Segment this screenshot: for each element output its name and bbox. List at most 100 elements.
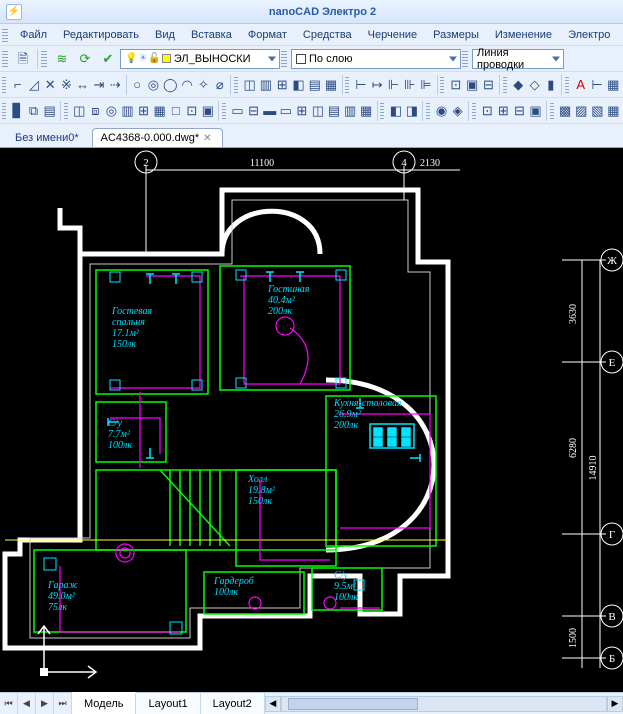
toolbar-grip[interactable] <box>426 103 430 119</box>
toolbar-grip[interactable] <box>550 103 554 119</box>
copy-button[interactable]: ▥ <box>258 74 273 96</box>
scrollbar-track[interactable] <box>281 696 607 712</box>
close-icon[interactable]: ✕ <box>203 133 211 144</box>
toolbar-grip[interactable] <box>64 103 68 119</box>
block-insert-button[interactable]: ◆ <box>511 74 526 96</box>
array-button[interactable]: ▦ <box>323 74 338 96</box>
electro-mark-button[interactable]: ▥ <box>343 100 358 122</box>
menu-view[interactable]: Вид <box>147 27 183 43</box>
toolbar-grip[interactable] <box>222 103 226 119</box>
toolbar-grip[interactable] <box>440 77 444 93</box>
electro-scheme-button[interactable]: ⊟ <box>246 100 261 122</box>
scroll-left-button[interactable]: ◀ <box>265 696 281 712</box>
dim-aligned-button[interactable]: ↦ <box>370 74 385 96</box>
dim-style-button[interactable]: ⊢ <box>589 74 604 96</box>
snap-endpoint-button[interactable]: ⌐ <box>10 74 25 96</box>
dim-diameter-button[interactable]: ⊪ <box>402 74 417 96</box>
snap-quadrant-button[interactable]: ↔ <box>75 74 90 96</box>
move-button[interactable]: ◫ <box>242 74 257 96</box>
menu-file[interactable]: Файл <box>12 27 55 43</box>
electro-tool2-button[interactable]: ⊞ <box>496 100 511 122</box>
electro-calc1-button[interactable]: ◉ <box>434 100 449 122</box>
electro-socket-button[interactable]: ◫ <box>72 100 87 122</box>
toolbar-grip[interactable] <box>565 77 569 93</box>
tab-nav-first-button[interactable]: ⏮ <box>0 693 18 714</box>
toolbar-grip[interactable] <box>234 77 238 93</box>
snap-apparent-button[interactable]: ✧ <box>196 74 211 96</box>
electro-route-button[interactable]: ▦ <box>152 100 167 122</box>
electro-db-button[interactable]: ⊞ <box>294 100 309 122</box>
snap-intersection-button[interactable]: ⇥ <box>91 74 106 96</box>
layer-save-button[interactable]: ✔ <box>97 48 119 70</box>
dim-angular-button[interactable]: ⊫ <box>418 74 433 96</box>
tab-nav-prev-button[interactable]: ◀ <box>18 693 36 714</box>
linetype-combo[interactable]: Линия проводки <box>472 49 564 69</box>
tab-nav-next-button[interactable]: ▶ <box>36 693 54 714</box>
snap-parallel-button[interactable]: ◠ <box>180 74 195 96</box>
menu-edit[interactable]: Редактировать <box>55 27 147 43</box>
doc-tab[interactable]: Без имени0* <box>6 128 90 147</box>
toolbar-grip[interactable] <box>503 77 507 93</box>
snap-tangent-button[interactable]: ◎ <box>146 74 161 96</box>
snap-extension-button[interactable]: ⇢ <box>108 74 123 96</box>
toolbar-grip[interactable] <box>472 103 476 119</box>
electro-extra3-button[interactable]: ▧ <box>590 100 605 122</box>
menu-tools[interactable]: Средства <box>295 27 360 43</box>
electro-switch-button[interactable]: ⧈ <box>88 100 103 122</box>
menu-electro[interactable]: Электро <box>560 27 618 43</box>
layer-manager-button[interactable]: ≋ <box>51 48 73 70</box>
layout-tab[interactable]: Layout2 <box>201 693 265 714</box>
electro-board-button[interactable]: ▥ <box>120 100 135 122</box>
toolbar-grip[interactable] <box>281 51 287 67</box>
toolbar-grip[interactable] <box>462 51 468 67</box>
electro-connect-button[interactable]: ⊞ <box>136 100 151 122</box>
text-style-button[interactable]: A <box>573 74 588 96</box>
new-file-button[interactable]: 🗎 <box>12 48 34 70</box>
doc-tab[interactable]: AC4368-0.000.dwg* ✕ <box>92 128 223 147</box>
electro-cable-button[interactable]: ▤ <box>42 100 57 122</box>
electro-tool3-button[interactable]: ⊟ <box>512 100 527 122</box>
toolbar-grip[interactable] <box>2 103 6 119</box>
scrollbar-thumb[interactable] <box>288 698 418 710</box>
electro-settings1-button[interactable]: ◧ <box>388 100 403 122</box>
toolbar-grip[interactable] <box>41 51 47 67</box>
toolbar-grip[interactable] <box>345 77 349 93</box>
offset-button[interactable]: ▤ <box>307 74 322 96</box>
toolbar-grip[interactable] <box>380 103 384 119</box>
electro-report1-button[interactable]: ▬ <box>262 100 277 122</box>
electro-spec-button[interactable]: ▭ <box>230 100 245 122</box>
view-refresh-button[interactable]: ⊡ <box>448 74 463 96</box>
horizontal-scrollbar[interactable]: ◀ ▶ <box>265 693 623 714</box>
scroll-right-button[interactable]: ▶ <box>607 696 623 712</box>
snap-node-button[interactable]: ※ <box>59 74 74 96</box>
tab-nav-last-button[interactable]: ⏭ <box>54 693 72 714</box>
dim-radius-button[interactable]: ⊩ <box>386 74 401 96</box>
layer-combo[interactable]: 💡 ☀ 🔓 ЭЛ_ВЫНОСКИ <box>120 49 280 69</box>
properties-button[interactable]: ▦ <box>606 74 621 96</box>
electro-calc2-button[interactable]: ◈ <box>450 100 465 122</box>
snap-perpendicular-button[interactable]: ○ <box>130 74 145 96</box>
toolbar-grip[interactable] <box>2 77 6 93</box>
layer-refresh-button[interactable]: ⟳ <box>74 48 96 70</box>
color-bylayer-combo[interactable]: По слою <box>291 49 461 69</box>
dim-linear-button[interactable]: ⊢ <box>353 74 368 96</box>
electro-settings2-button[interactable]: ◨ <box>404 100 419 122</box>
electro-extra2-button[interactable]: ▨ <box>574 100 589 122</box>
electro-count-button[interactable]: ▦ <box>359 100 374 122</box>
model-tab[interactable]: Модель <box>72 692 136 714</box>
menu-modify[interactable]: Изменение <box>487 27 560 43</box>
menu-dimension[interactable]: Размеры <box>425 27 487 43</box>
snap-center-button[interactable]: ✕ <box>43 74 58 96</box>
electro-light-button[interactable]: ◎ <box>104 100 119 122</box>
menu-insert[interactable]: Вставка <box>183 27 240 43</box>
view-zoom-button[interactable]: ⊟ <box>481 74 496 96</box>
layout-tab[interactable]: Layout1 <box>136 693 200 714</box>
electro-export-button[interactable]: ◫ <box>310 100 325 122</box>
electro-check-button[interactable]: ▣ <box>200 100 215 122</box>
drawing-viewport[interactable]: 2 4 Ж Е Г В Б 11100 2130 3630 6280 14910… <box>0 148 623 692</box>
electro-extra1-button[interactable]: ▩ <box>558 100 573 122</box>
electro-panel-button[interactable]: ▊ <box>10 100 25 122</box>
toolbar-grip[interactable] <box>2 51 8 67</box>
snap-none-button[interactable]: ⌀ <box>212 74 227 96</box>
electro-tool1-button[interactable]: ⊡ <box>480 100 495 122</box>
